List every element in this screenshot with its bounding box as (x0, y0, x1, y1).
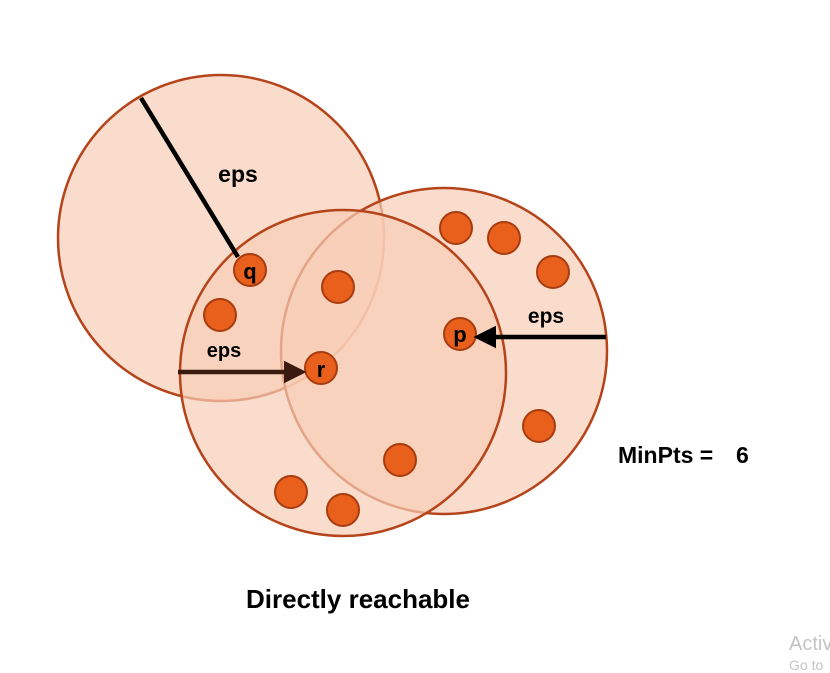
activation-watermark-line1: Activ (789, 633, 830, 655)
data-point (274, 475, 308, 509)
q-eps-radius-line (139, 96, 240, 259)
point-q (233, 253, 267, 287)
data-point (487, 221, 521, 255)
data-point (439, 211, 473, 245)
r-eps-label: eps (207, 340, 241, 362)
point-q-label: q (243, 259, 256, 284)
point-r-label: r (317, 357, 326, 382)
data-point (383, 443, 417, 477)
minpts-label: MinPts = (618, 442, 713, 468)
data-point (326, 493, 360, 527)
activation-watermark-line2: Go to (789, 657, 824, 673)
p-eps-label: eps (528, 305, 564, 328)
q-eps-label: eps (218, 161, 258, 187)
diagram-title: Directly reachable (246, 584, 470, 614)
point-p-label: p (453, 322, 466, 347)
data-point (321, 270, 355, 304)
minpts-value: 6 (736, 442, 749, 468)
data-point (536, 255, 570, 289)
data-point (203, 298, 237, 332)
data-point (522, 409, 556, 443)
